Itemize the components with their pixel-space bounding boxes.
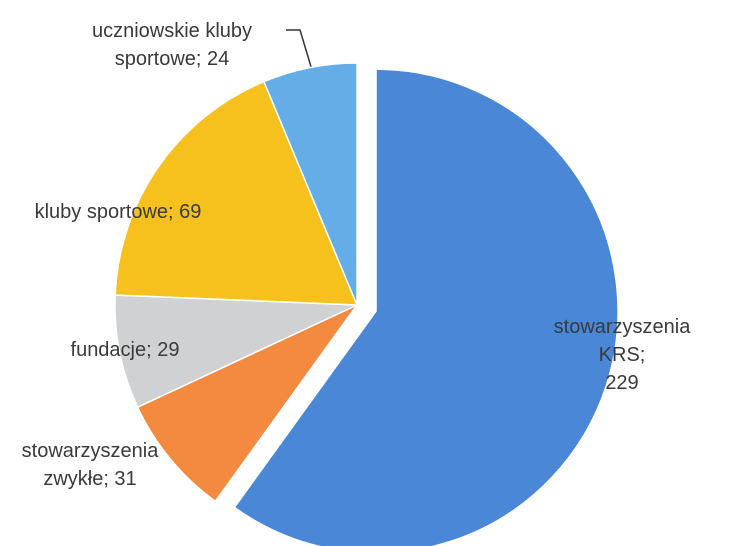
data-label: kluby sportowe; 69 (34, 201, 202, 223)
data-label: stowarzyszenia KRS; 229 (553, 316, 691, 394)
pie-slice (114, 294, 358, 409)
leader-line (286, 29, 313, 71)
data-label: uczniowskie kluby sportowe; 24 (91, 20, 253, 70)
data-label: fundacje; 29 (70, 339, 180, 361)
pie-slice (114, 80, 359, 306)
pie-slice (136, 303, 360, 503)
pie-slice (233, 68, 619, 546)
pie-slice (262, 62, 358, 306)
data-label: stowarzyszenia zwykłe; 31 (21, 440, 159, 490)
